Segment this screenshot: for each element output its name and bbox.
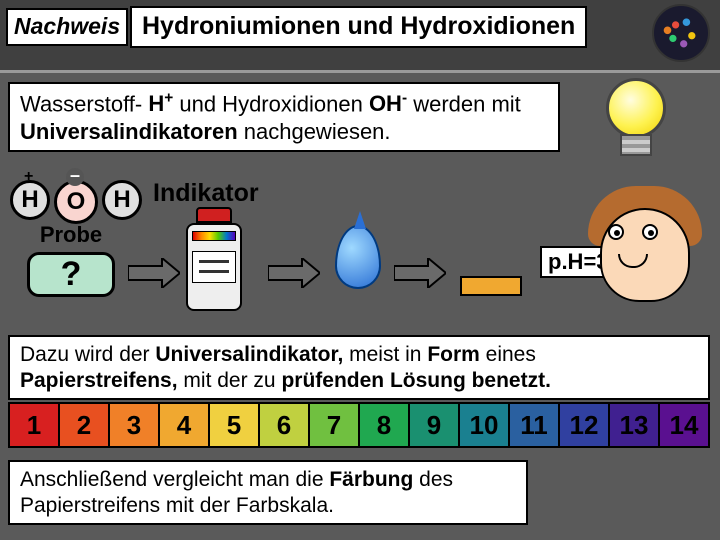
arrow-icon bbox=[394, 258, 446, 288]
ph-cell-1: 1 bbox=[10, 404, 60, 446]
method-box: Dazu wird der Universalindikator, meist … bbox=[8, 335, 710, 400]
ph-scale: 1234567891011121314 bbox=[8, 402, 710, 448]
ph-strip-icon bbox=[460, 276, 522, 296]
ph-cell-5: 5 bbox=[210, 404, 260, 446]
ph-cell-7: 7 bbox=[310, 404, 360, 446]
probe-question: ? bbox=[27, 252, 115, 297]
ph-cell-11: 11 bbox=[510, 404, 560, 446]
ph-cell-10: 10 bbox=[460, 404, 510, 446]
arrow-icon bbox=[268, 258, 320, 288]
header-divider bbox=[0, 70, 720, 73]
ph-cell-6: 6 bbox=[260, 404, 310, 446]
ion-o: O bbox=[54, 180, 98, 224]
ph-cell-9: 9 bbox=[410, 404, 460, 446]
plus-icon: + bbox=[24, 168, 38, 182]
indicator-bottle-icon bbox=[180, 207, 248, 317]
page-title: Hydroniumionen und Hydroxidionen bbox=[130, 6, 587, 48]
ph-cell-3: 3 bbox=[110, 404, 160, 446]
indikator-label: Indikator bbox=[153, 179, 259, 208]
ph-cell-4: 4 bbox=[160, 404, 210, 446]
ion-h: H bbox=[102, 180, 142, 220]
ion-h-plus: H bbox=[10, 180, 50, 220]
probe-panel: Probe ? bbox=[10, 222, 132, 297]
ph-cell-8: 8 bbox=[360, 404, 410, 446]
ph-cell-2: 2 bbox=[60, 404, 110, 446]
conclusion-box: Anschließend vergleicht man die Färbung … bbox=[8, 460, 528, 525]
intro-box: Wasserstoff- H+ und Hydroxidionen OH- we… bbox=[8, 82, 560, 152]
ph-cell-13: 13 bbox=[610, 404, 660, 446]
arrow-icon bbox=[128, 258, 180, 288]
ph-cell-14: 14 bbox=[660, 404, 708, 446]
minus-icon: – bbox=[66, 168, 84, 186]
probe-label: Probe bbox=[10, 222, 132, 248]
logo-icon bbox=[652, 4, 710, 62]
lightbulb-icon bbox=[602, 78, 670, 178]
face-icon bbox=[588, 186, 702, 316]
water-drop-icon bbox=[335, 225, 381, 289]
ph-cell-12: 12 bbox=[560, 404, 610, 446]
tag-nachweis: Nachweis bbox=[6, 8, 128, 46]
